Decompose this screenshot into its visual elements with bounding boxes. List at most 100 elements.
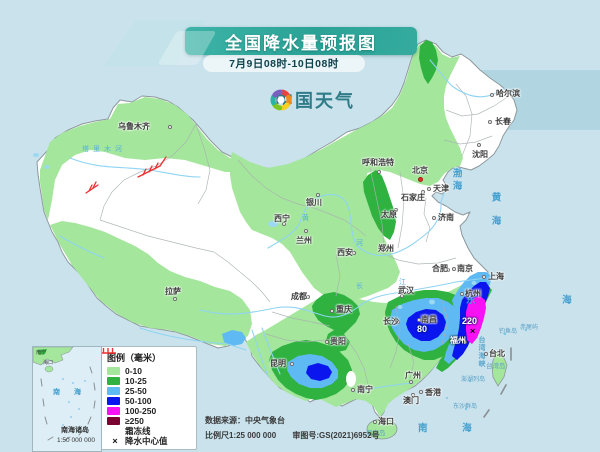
city-label-wuhan: 武汉 — [398, 286, 414, 295]
legend-row: 50-100 — [107, 396, 196, 406]
city-label-shijiazhuang: 石家庄 — [401, 193, 425, 202]
city-marker — [330, 309, 334, 313]
center-value-icon: × — [112, 436, 118, 446]
hainan-island — [366, 418, 398, 440]
city-label-xining: 西宁 — [274, 214, 290, 223]
city-marker — [409, 380, 413, 384]
city-marker — [463, 340, 467, 344]
island-label-taiwandao: 台湾岛 — [486, 363, 506, 370]
city-marker — [417, 318, 421, 322]
river-label-tarim: 塔里木河 — [82, 146, 126, 153]
city-label-guiyang: 贵阳 — [330, 337, 346, 346]
city-label-yinchuan: 银川 — [306, 198, 322, 207]
forecast-period: 7月9日08时-10日08时 — [229, 58, 339, 70]
city-marker — [168, 125, 172, 129]
city-label-nanning: 南宁 — [357, 385, 373, 394]
china-weather-logo: 中国天气 — [268, 87, 355, 113]
inset-map — [33, 347, 96, 441]
city-label-hefei: 合肥 — [432, 264, 448, 273]
city-label-lasa: 拉萨 — [165, 287, 181, 296]
subtitle-banner: 7月9日08时-10日08时 — [203, 55, 365, 72]
city-label-chengdu: 成都 — [291, 292, 307, 301]
city-label-xian: 西安 — [337, 248, 353, 257]
city-marker — [411, 393, 415, 397]
city-marker — [432, 216, 436, 220]
river-label-huang: 黄 — [302, 215, 309, 222]
city-label-xianggang: 香港 — [425, 388, 441, 397]
river-label-he: 河 — [356, 240, 363, 247]
map-scale: 比例尺1:25 000 000 — [205, 431, 277, 440]
city-marker — [389, 248, 393, 252]
city-marker — [488, 120, 492, 124]
legend-swatch-100-250 — [107, 407, 120, 415]
lakes — [33, 153, 477, 309]
city-marker — [306, 295, 310, 299]
south-china-sea-inset: 南宁 海口 南 海 南海诸岛 1:50 000 000 — [32, 346, 102, 452]
city-marker — [400, 294, 404, 298]
island-label-penghu: 澎湖列岛 — [461, 377, 486, 383]
city-label-haikou: 海口 — [378, 417, 394, 426]
legend-row-center-value: × 降水中心值 — [107, 436, 196, 446]
legend-swatch-50-100 — [107, 397, 120, 405]
city-marker — [421, 190, 425, 194]
sea-label-taiwan-strait: 台湾海峡 — [478, 336, 485, 368]
city-marker — [452, 267, 456, 271]
city-marker — [290, 362, 294, 366]
sea-label-donghai: 东 海 — [466, 295, 600, 306]
precip-center-value-220: 220 — [462, 316, 478, 326]
city-label-aomen: 澳门 — [403, 396, 419, 405]
legend-swatch-0-10 — [107, 367, 120, 375]
city-label-haerbin: 哈尔滨 — [496, 89, 520, 98]
city-marker — [316, 193, 320, 197]
city-label-nanjing: 南京 — [457, 264, 473, 273]
city-marker — [304, 229, 308, 233]
city-marker — [396, 320, 400, 324]
province-borders — [99, 83, 507, 385]
small-islands — [446, 328, 528, 411]
island-label-diaoyudao: 钓鱼岛 — [499, 329, 518, 335]
city-marker — [373, 420, 377, 424]
legend-swatch-250 — [107, 417, 120, 425]
city-label-jinan: 济南 — [438, 213, 454, 222]
city-label-shanghai: 上海 — [488, 272, 504, 281]
legend-row: 0-10 — [107, 366, 196, 376]
city-label-nanchang: 南昌 — [421, 315, 437, 324]
city-marker — [419, 390, 423, 394]
city-marker — [427, 187, 431, 191]
precip-center-x-marker: × — [470, 326, 476, 336]
city-label-beijing: 北京 — [412, 166, 428, 175]
city-label-changsha: 长沙 — [383, 317, 399, 326]
legend-row: 100-250 — [107, 406, 196, 416]
island-label-hainandao: 海南岛 — [366, 430, 386, 437]
legend-swatch-25-50 — [107, 387, 120, 395]
city-label-zhengzhou: 郑州 — [378, 244, 394, 253]
city-label-wulumuqi: 乌鲁木齐 — [118, 122, 150, 131]
city-marker — [352, 251, 356, 255]
city-marker — [173, 297, 177, 301]
river-label-chang: 长 — [356, 283, 363, 290]
city-marker — [325, 340, 329, 344]
island-label-chiweiyu: 赤尾屿 — [520, 325, 539, 331]
rain-band-100-250 — [466, 296, 486, 344]
frost-line — [85, 156, 167, 194]
city-marker — [377, 170, 381, 174]
city-label-guangzhou: 广州 — [405, 371, 421, 380]
capital-marker-beijing — [418, 177, 423, 182]
city-label-fuzhou: 福州 — [450, 336, 466, 345]
sea-label-bohai: 渤海 — [450, 168, 462, 193]
approval-number: 审图号:GS(2021)6952号 — [292, 431, 380, 440]
sea-label-huanghai: 黄海 — [489, 192, 501, 239]
river-label-jiang: 江 — [399, 279, 406, 286]
city-label-taibei: 台北 — [489, 349, 505, 358]
title-banner: 全国降水量预报图 — [157, 27, 417, 65]
city-marker — [460, 292, 464, 296]
city-marker — [484, 352, 488, 356]
legend-row: ≥250 — [107, 416, 196, 426]
legend-row-frost-line: 霜冻线 — [100, 348, 196, 436]
city-label-shenyang: 沈阳 — [472, 150, 488, 159]
city-label-kunming: 昆明 — [270, 359, 286, 368]
city-marker — [477, 143, 481, 147]
page-title: 全国降水量预报图 — [225, 33, 377, 53]
